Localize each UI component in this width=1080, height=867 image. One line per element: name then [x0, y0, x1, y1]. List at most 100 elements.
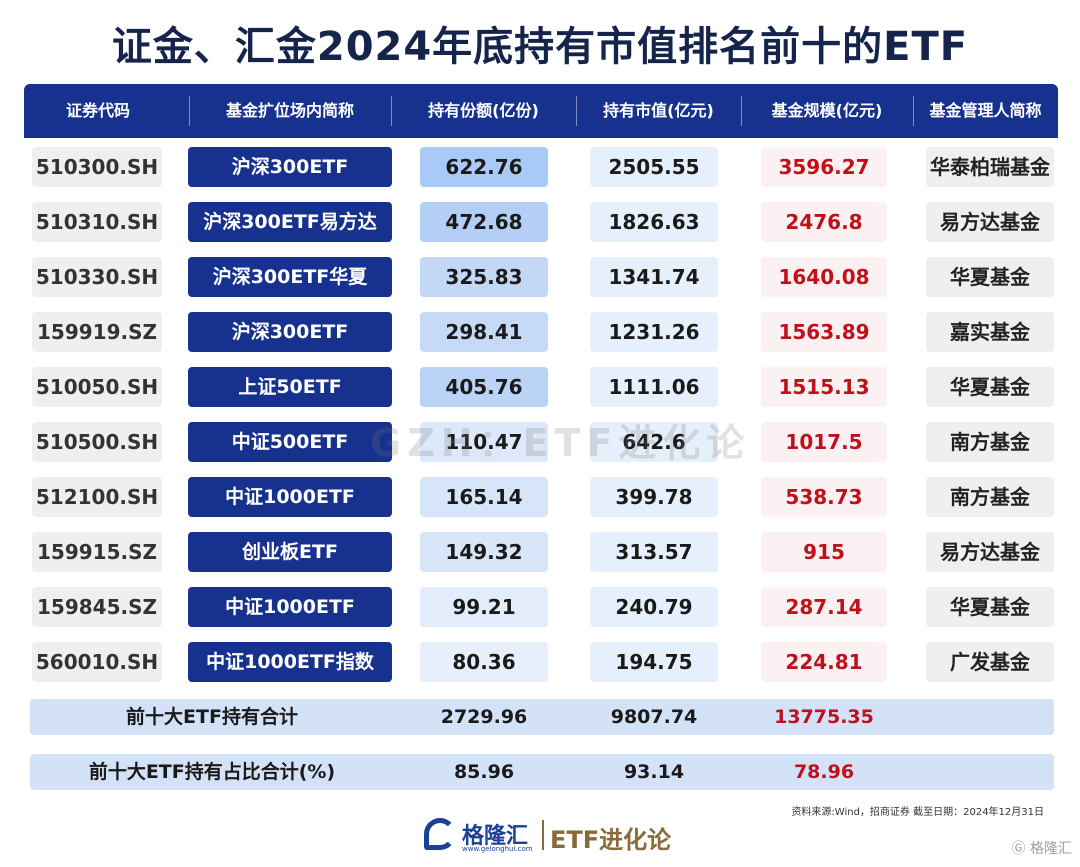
header-divider: [391, 96, 392, 126]
security-code: 560010.SH: [32, 642, 162, 682]
header-manager: 基金管理人简称: [929, 101, 1042, 120]
table-row: 560010.SH 中证1000ETF指数 80.36 194.75 224.8…: [0, 642, 1080, 682]
total-row: 前十大ETF持有合计 2729.96 9807.74 13775.35: [30, 699, 1054, 735]
security-code: 510310.SH: [32, 202, 162, 242]
header-name: 基金扩位场内简称: [225, 101, 354, 120]
fund-manager: 南方基金: [926, 477, 1054, 517]
fund-manager: 华泰柏瑞基金: [926, 147, 1054, 187]
holding-value: 399.78: [590, 477, 718, 517]
holding-value: 313.57: [590, 532, 718, 572]
holding-value: 240.79: [590, 587, 718, 627]
fund-name: 中证1000ETF: [188, 587, 392, 627]
holding-share: 80.36: [420, 642, 548, 682]
fund-name: 沪深300ETF: [188, 147, 392, 187]
table-row: 510500.SH 中证500ETF 110.47 642.6 1017.5 南…: [0, 422, 1080, 462]
holding-value: 642.6: [590, 422, 718, 462]
fund-manager: 嘉实基金: [926, 312, 1054, 352]
corner-logo-icon: Ⓖ: [1011, 841, 1030, 857]
holding-value: 1231.26: [590, 312, 718, 352]
holding-share: 325.83: [420, 257, 548, 297]
security-code: 159915.SZ: [32, 532, 162, 572]
table-row: 510050.SH 上证50ETF 405.76 1111.06 1515.13…: [0, 367, 1080, 407]
security-code: 510050.SH: [32, 367, 162, 407]
fund-manager: 华夏基金: [926, 367, 1054, 407]
fund-name: 沪深300ETF易方达: [188, 202, 392, 242]
header-divider: [913, 96, 914, 126]
table-row: 159845.SZ 中证1000ETF 99.21 240.79 287.14 …: [0, 587, 1080, 627]
holding-value: 1111.06: [590, 367, 718, 407]
holding-value: 1826.63: [590, 202, 718, 242]
header-share: 持有份额(亿份): [428, 101, 539, 120]
header-scale: 基金规模(亿元): [771, 101, 883, 120]
table-row: 512100.SH 中证1000ETF 165.14 399.78 538.73…: [0, 477, 1080, 517]
fund-manager: 广发基金: [926, 642, 1054, 682]
fund-name: 上证50ETF: [188, 367, 392, 407]
table-row: 159915.SZ 创业板ETF 149.32 313.57 915 易方达基金: [0, 532, 1080, 572]
total-label: 前十大ETF持有合计: [126, 706, 298, 728]
holding-share: 472.68: [420, 202, 548, 242]
fund-manager: 华夏基金: [926, 257, 1054, 297]
gelonghui-brand: 格隆汇: [462, 824, 529, 849]
fund-scale: 1515.13: [761, 367, 887, 407]
fund-scale: 1017.5: [761, 422, 887, 462]
fund-manager: 南方基金: [926, 422, 1054, 462]
fund-name: 中证1000ETF: [188, 477, 392, 517]
table-row: 510330.SH 沪深300ETF华夏 325.83 1341.74 1640…: [0, 257, 1080, 297]
fund-manager: 华夏基金: [926, 587, 1054, 627]
page-title: 证金、汇金2024年底持有市值排名前十的ETF: [111, 24, 969, 70]
fund-scale: 1640.08: [761, 257, 887, 297]
holding-share: 110.47: [420, 422, 548, 462]
ratio-value: 93.14: [623, 761, 685, 783]
fund-name: 中证500ETF: [188, 422, 392, 462]
holding-share: 165.14: [420, 477, 548, 517]
ratio-share: 85.96: [453, 761, 515, 783]
fund-scale: 224.81: [761, 642, 887, 682]
header-code: 证券代码: [65, 101, 130, 120]
security-code: 159919.SZ: [32, 312, 162, 352]
ratio-scale: 78.96: [793, 761, 855, 783]
holding-share: 99.21: [420, 587, 548, 627]
table-row: 159919.SZ 沪深300ETF 298.41 1231.26 1563.8…: [0, 312, 1080, 352]
fund-scale: 1563.89: [761, 312, 887, 352]
ratio-label: 前十大ETF持有占比合计(%): [88, 761, 336, 783]
fund-scale: 915: [761, 532, 887, 572]
total-share: 2729.96: [440, 706, 528, 728]
corner-mark-text: 格隆汇: [1030, 841, 1072, 857]
holding-share: 622.76: [420, 147, 548, 187]
table-row: 510310.SH 沪深300ETF易方达 472.68 1826.63 247…: [0, 202, 1080, 242]
watermark: GZH：ETF进化论: [370, 421, 751, 465]
security-code: 510330.SH: [32, 257, 162, 297]
ratio-row: 前十大ETF持有占比合计(%) 85.96 93.14 78.96: [30, 754, 1054, 790]
header-divider: [576, 96, 577, 126]
security-code: 159845.SZ: [32, 587, 162, 627]
gelonghui-url: www.gelonghui.com: [462, 845, 533, 853]
security-code: 510500.SH: [32, 422, 162, 462]
security-code: 510300.SH: [32, 147, 162, 187]
holding-value: 194.75: [590, 642, 718, 682]
fund-scale: 2476.8: [761, 202, 887, 242]
total-scale: 13775.35: [774, 706, 874, 728]
fund-name: 沪深300ETF华夏: [188, 257, 392, 297]
gelonghui-logo-icon: [424, 818, 456, 850]
fund-name: 创业板ETF: [188, 532, 392, 572]
holding-share: 149.32: [420, 532, 548, 572]
footer-divider: [542, 820, 544, 850]
table-row: 510300.SH 沪深300ETF 622.76 2505.55 3596.2…: [0, 147, 1080, 187]
fund-scale: 3596.27: [761, 147, 887, 187]
etf-brand: ETF进化论: [550, 826, 672, 854]
holding-value: 2505.55: [590, 147, 718, 187]
fund-scale: 287.14: [761, 587, 887, 627]
security-code: 512100.SH: [32, 477, 162, 517]
header-divider: [741, 96, 742, 126]
header-value: 持有市值(亿元): [603, 101, 714, 120]
corner-watermark: Ⓖ 格隆汇: [1012, 838, 1072, 858]
holding-share: 298.41: [420, 312, 548, 352]
fund-name: 沪深300ETF: [188, 312, 392, 352]
fund-manager: 易方达基金: [926, 202, 1054, 242]
source-note: 资料来源:Wind，招商证券 截至日期：2024年12月31日: [791, 807, 1044, 818]
holding-value: 1341.74: [590, 257, 718, 297]
header-divider: [189, 96, 190, 126]
fund-manager: 易方达基金: [926, 532, 1054, 572]
total-value: 9807.74: [610, 706, 698, 728]
holding-share: 405.76: [420, 367, 548, 407]
